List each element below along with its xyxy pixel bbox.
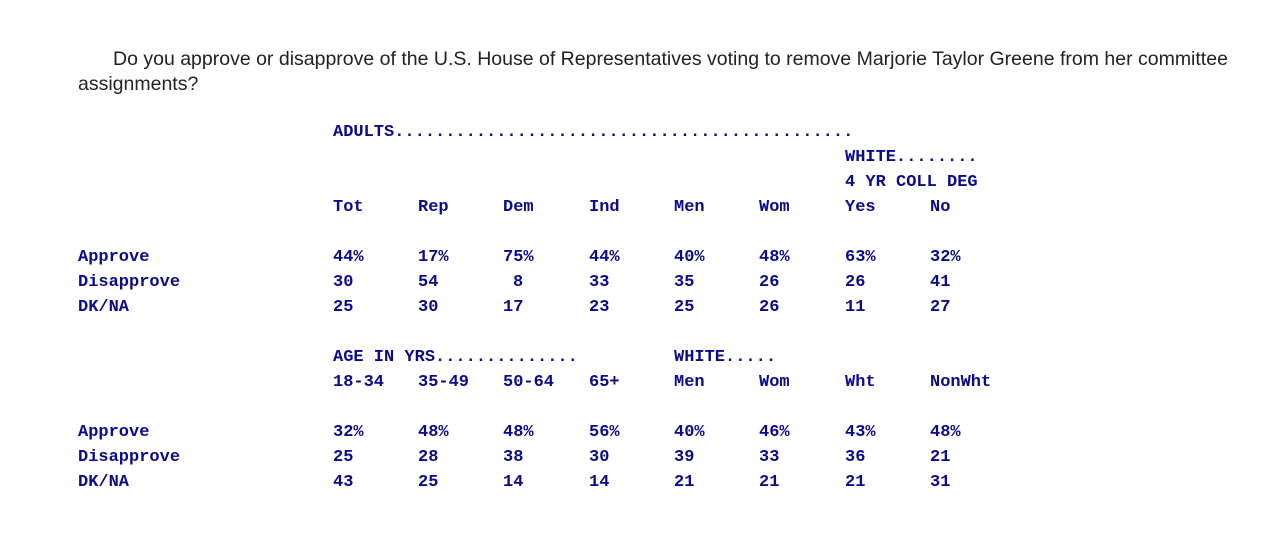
row-label: Approve	[78, 248, 150, 267]
table-cell: 48%	[759, 248, 790, 267]
table1-group-header: ADULTS..................................…	[333, 123, 854, 142]
column-header: Wom	[759, 373, 790, 392]
table-cell: 43%	[845, 423, 876, 442]
column-header: Tot	[333, 198, 364, 217]
table-cell: 63%	[845, 248, 876, 267]
table-cell: 40%	[674, 423, 705, 442]
table2-white-header: WHITE.....	[674, 348, 777, 367]
table-cell: 48%	[418, 423, 449, 442]
column-header: 65+	[589, 373, 620, 392]
table-cell: 32%	[333, 423, 364, 442]
column-header: Ind	[589, 198, 620, 217]
table2-age-header: AGE IN YRS..............	[333, 348, 578, 367]
row-label: Disapprove	[78, 448, 181, 467]
table-cell: 30	[418, 298, 439, 317]
table-cell: 30	[589, 448, 610, 467]
table-cell: 39	[674, 448, 695, 467]
table-cell: 33	[589, 273, 610, 292]
column-header: 35-49	[418, 373, 470, 392]
table-cell: 8	[513, 273, 524, 292]
table-cell: 17	[503, 298, 524, 317]
column-header: NonWht	[930, 373, 992, 392]
table-cell: 44%	[333, 248, 364, 267]
table-cell: 21	[674, 473, 695, 492]
table-cell: 25	[674, 298, 695, 317]
table-cell: 11	[845, 298, 866, 317]
table-cell: 30	[333, 273, 354, 292]
table-cell: 14	[589, 473, 610, 492]
table-cell: 26	[759, 273, 780, 292]
column-header: Dem	[503, 198, 534, 217]
table-cell: 28	[418, 448, 439, 467]
table-cell: 17%	[418, 248, 449, 267]
table-cell: 25	[333, 448, 354, 467]
table-cell: 27	[930, 298, 951, 317]
table-cell: 56%	[589, 423, 620, 442]
row-label: DK/NA	[78, 298, 130, 317]
column-header: Wht	[845, 373, 876, 392]
table-cell: 25	[333, 298, 354, 317]
column-header: 18-34	[333, 373, 385, 392]
table-cell: 38	[503, 448, 524, 467]
table-cell: 48%	[930, 423, 961, 442]
column-header: 50-64	[503, 373, 555, 392]
column-header: Men	[674, 198, 705, 217]
table-cell: 32%	[930, 248, 961, 267]
table-cell: 36	[845, 448, 866, 467]
column-header: No	[930, 198, 951, 217]
table-cell: 21	[845, 473, 866, 492]
column-header: Rep	[418, 198, 449, 217]
table-cell: 14	[503, 473, 524, 492]
table-cell: 54	[418, 273, 439, 292]
table1-subgroup-header: WHITE........	[845, 148, 978, 167]
column-header: Wom	[759, 198, 790, 217]
question-text: Do you approve or disapprove of the U.S.…	[78, 48, 1228, 95]
table-cell: 23	[589, 298, 610, 317]
table-cell: 21	[930, 448, 951, 467]
table-cell: 26	[845, 273, 866, 292]
table-cell: 35	[674, 273, 695, 292]
row-label: DK/NA	[78, 473, 130, 492]
table-cell: 41	[930, 273, 951, 292]
column-header: Men	[674, 373, 705, 392]
table-cell: 21	[759, 473, 780, 492]
column-header: Yes	[845, 198, 876, 217]
table-cell: 26	[759, 298, 780, 317]
table-cell: 31	[930, 473, 951, 492]
table-cell: 40%	[674, 248, 705, 267]
row-label: Disapprove	[78, 273, 181, 292]
table-cell: 33	[759, 448, 780, 467]
table-cell: 25	[418, 473, 439, 492]
table-cell: 48%	[503, 423, 534, 442]
row-label: Approve	[78, 423, 150, 442]
table1-subgroup-subheader: 4 YR COLL DEG	[845, 173, 978, 192]
table-cell: 75%	[503, 248, 534, 267]
table-cell: 43	[333, 473, 354, 492]
table-cell: 44%	[589, 248, 620, 267]
table-cell: 46%	[759, 423, 790, 442]
